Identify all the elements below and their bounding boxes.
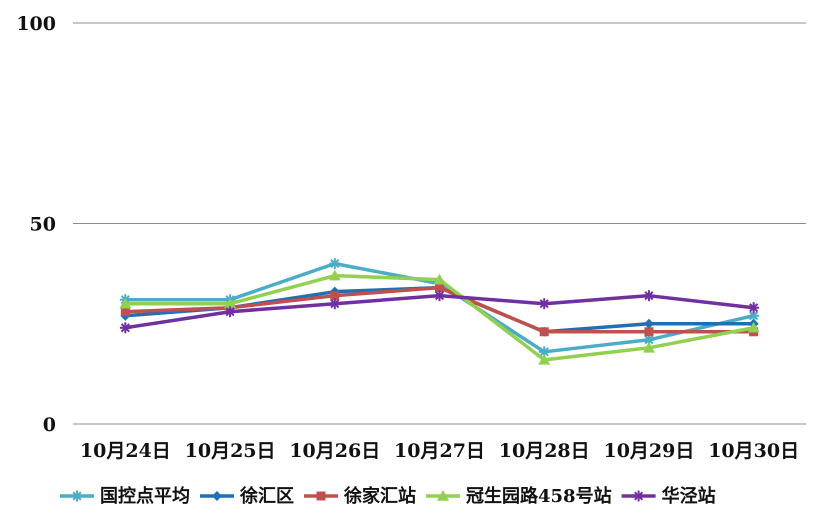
data-point: [538, 353, 551, 365]
series-3: [119, 269, 760, 365]
data-point: [747, 321, 760, 333]
data-point: [644, 327, 654, 337]
data-point: [435, 283, 444, 293]
data-point: [224, 297, 237, 309]
legend-item: 冠生园路458号站: [426, 485, 612, 507]
data-point: [643, 290, 655, 302]
gridlines: [73, 22, 806, 425]
data-point: [328, 269, 341, 281]
legend-item: 徐汇区: [200, 485, 294, 507]
legend-label: 冠生园路458号站: [466, 485, 612, 507]
y-tick-label: 100: [16, 13, 56, 35]
y-tick-label: 0: [43, 414, 56, 436]
data-point: [120, 307, 130, 317]
legend-item: 华泾站: [621, 485, 716, 507]
series-lines: [119, 258, 760, 365]
legend-marker: [316, 491, 326, 501]
y-tick-label: 50: [30, 214, 56, 236]
x-tick-label: 10月29日: [603, 440, 694, 462]
legend-item: 国控点平均: [60, 485, 190, 507]
data-point: [643, 318, 654, 329]
data-point: [329, 298, 341, 310]
data-point: [119, 297, 132, 309]
data-point: [538, 298, 550, 310]
legend-marker: [437, 490, 449, 501]
data-point: [539, 327, 549, 337]
data-point: [330, 291, 340, 301]
x-tick-label: 10月24日: [80, 440, 171, 462]
y-axis-ticks: 0 50 100: [16, 13, 56, 436]
x-tick-label: 10月28日: [499, 440, 590, 462]
data-point: [748, 310, 760, 322]
legend-marker: [71, 490, 83, 502]
data-point: [434, 290, 445, 302]
legend-label: 国控点平均: [100, 485, 190, 507]
legend-label: 华泾站: [662, 485, 716, 507]
x-tick-label: 10月26日: [289, 440, 380, 462]
x-tick-label: 10月27日: [394, 440, 485, 462]
data-point: [433, 273, 446, 285]
x-tick-label: 10月30日: [708, 440, 799, 462]
legend: 国控点平均 徐汇区 徐家汇站 冠生园路458号站 华泾站: [60, 485, 716, 507]
x-axis-ticks: 10月24日 10月25日 10月26日 10月27日 10月28日 10月29日 10月3…: [80, 440, 799, 462]
legend-marker: [212, 491, 222, 501]
data-point: [119, 322, 131, 334]
legend-label: 徐家汇站: [343, 485, 416, 507]
legend-item: 徐家汇站: [304, 485, 416, 507]
x-tick-label: 10月25日: [185, 440, 276, 462]
data-point: [642, 341, 655, 353]
data-point: [224, 306, 236, 318]
series-4: [119, 290, 760, 334]
data-point: [748, 302, 760, 314]
data-point: [329, 258, 341, 270]
legend-marker: [633, 490, 645, 502]
legend-label: 徐汇区: [239, 485, 294, 507]
